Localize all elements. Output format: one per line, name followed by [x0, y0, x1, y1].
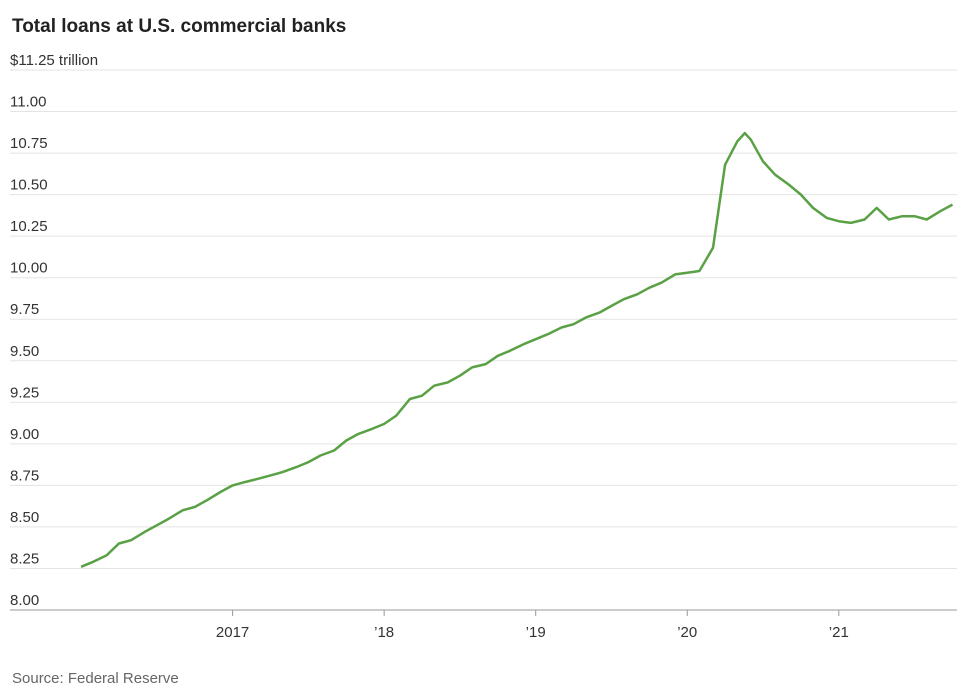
y-tick-label: 8.50: [10, 509, 39, 526]
x-tick-label: ’18: [374, 624, 394, 641]
y-tick-label: 9.75: [10, 301, 39, 318]
y-tick-label: 8.00: [10, 592, 39, 609]
x-tick-label: ’20: [677, 624, 697, 641]
y-tick-label: 8.75: [10, 467, 39, 484]
y-tick-label: 8.25: [10, 550, 39, 567]
y-tick-label: 9.50: [10, 343, 39, 360]
y-tick-label: 11.00: [10, 94, 46, 111]
y-tick-label: 10.75: [10, 135, 48, 152]
source: Source: Federal Reserve: [12, 670, 179, 687]
chart-title: Total loans at U.S. commercial banks: [12, 16, 346, 37]
y-tick-label: $11.25 trillion: [10, 52, 98, 69]
y-tick-label: 10.25: [10, 218, 48, 235]
x-tick-label: ’19: [526, 624, 546, 641]
y-tick-label: 10.50: [10, 177, 48, 194]
y-tick-label: 9.25: [10, 384, 39, 401]
y-tick-label: 9.00: [10, 426, 39, 443]
x-tick-label: 2017: [216, 624, 249, 641]
y-tick-label: 10.00: [10, 260, 48, 277]
data-line: [80, 131, 954, 568]
x-tick-label: ’21: [829, 624, 849, 641]
